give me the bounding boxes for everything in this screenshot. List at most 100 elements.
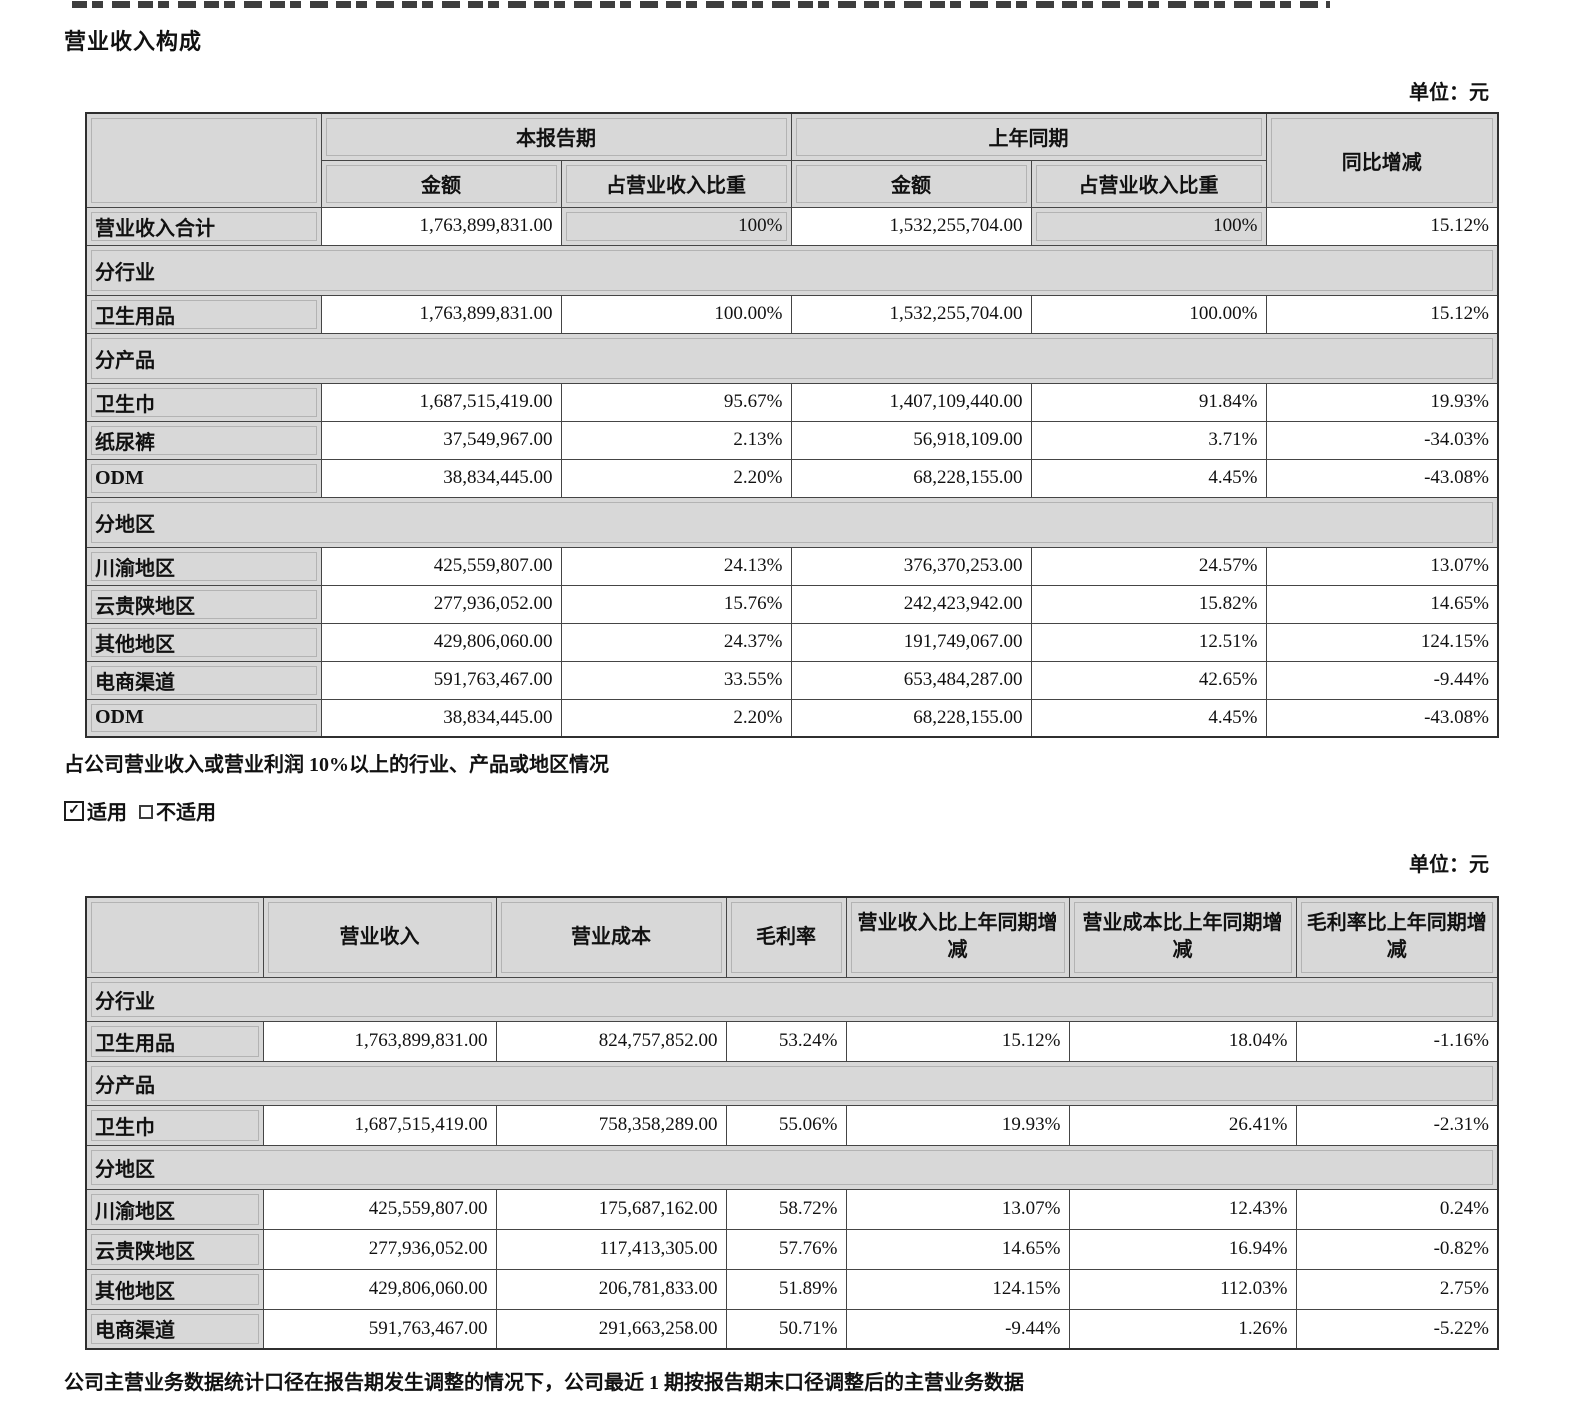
- cell-value: 13.07%: [845, 1188, 1070, 1230]
- cell-value: 33.55%: [560, 660, 792, 700]
- cell-value: 57.76%: [725, 1228, 847, 1270]
- cell-value: 1,763,899,831.00: [320, 206, 562, 246]
- gross-margin-header: 毛利率: [725, 896, 847, 978]
- cell-value: 291,663,258.00: [495, 1308, 727, 1350]
- cell-value: 14.65%: [845, 1228, 1070, 1270]
- cell-value: 100.00%: [1030, 294, 1267, 334]
- section-label: 分地区: [85, 496, 1499, 548]
- amount-header-prior: 金额: [790, 159, 1032, 208]
- cell-value: 38,834,445.00: [320, 698, 562, 738]
- page-title: 营业收入构成: [64, 29, 203, 54]
- cell-value: 19.93%: [845, 1104, 1070, 1146]
- unit-label-1: 单位：元: [1409, 82, 1489, 104]
- row-label: 云贵陕地区: [85, 584, 322, 624]
- row-label: 川渝地区: [85, 1188, 264, 1230]
- cell-value: 100%: [1030, 206, 1267, 246]
- amount-header-current: 金额: [320, 159, 562, 208]
- cell-value: 26.41%: [1068, 1104, 1297, 1146]
- row-label: 其他地区: [85, 622, 322, 662]
- cell-value: 50.71%: [725, 1308, 847, 1350]
- cell-value: 37,549,967.00: [320, 420, 562, 460]
- row-label: 卫生巾: [85, 382, 322, 422]
- row-label: 电商渠道: [85, 1308, 264, 1350]
- cell-value: 12.43%: [1068, 1188, 1297, 1230]
- cell-value: 1,687,515,419.00: [262, 1104, 497, 1146]
- cell-value: 1,763,899,831.00: [262, 1020, 497, 1062]
- section-row: 分行业: [85, 976, 1499, 1022]
- row-label: 卫生用品: [85, 1020, 264, 1062]
- row-label: 其他地区: [85, 1268, 264, 1310]
- table-row: 其他地区 429,806,060.00 24.37% 191,749,067.00 12…: [85, 622, 1499, 662]
- margin-table-header-row: 营业收入 营业成本 毛利率 营业收入比上年同期增减 营业成本比上年同期增减 毛利…: [85, 896, 1499, 978]
- cell-value: 4.45%: [1030, 698, 1267, 738]
- cell-value: 277,936,052.00: [262, 1228, 497, 1270]
- share-header-current: 占营业收入比重: [560, 159, 792, 208]
- revenue-table-header-row-2: 金额 占营业收入比重 金额 占营业收入比重: [86, 159, 1498, 208]
- cell-value: 1,687,515,419.00: [320, 382, 562, 422]
- cell-value: 100.00%: [560, 294, 792, 334]
- cell-value: -34.03%: [1265, 420, 1499, 460]
- row-label: 纸尿裤: [85, 420, 322, 460]
- table-row: 电商渠道 591,763,467.00 33.55% 653,484,287.00 42…: [85, 660, 1499, 700]
- revenue-header: 营业收入: [262, 896, 497, 978]
- cell-value: 15.82%: [1030, 584, 1267, 624]
- table-row: 其他地区 429,806,060.00 206,781,833.00 51.89% 12…: [85, 1268, 1499, 1310]
- cell-value: 824,757,852.00: [495, 1020, 727, 1062]
- cost-yoy-header: 营业成本比上年同期增减: [1068, 896, 1297, 978]
- row-label: 卫生用品: [85, 294, 322, 334]
- cell-value: 3.71%: [1030, 420, 1267, 460]
- table-row: 卫生巾 1,687,515,419.00 758,358,289.00 55.06% 1…: [85, 1104, 1499, 1146]
- cell-value: 175,687,162.00: [495, 1188, 727, 1230]
- cell-value: 425,559,807.00: [262, 1188, 497, 1230]
- cell-value: 15.12%: [845, 1020, 1070, 1062]
- cell-value: 429,806,060.00: [320, 622, 562, 662]
- cell-value: 591,763,467.00: [262, 1308, 497, 1350]
- cell-value: 2.20%: [560, 458, 792, 498]
- cell-value: 2.13%: [560, 420, 792, 460]
- share-header-prior: 占营业收入比重: [1030, 159, 1267, 208]
- unit-label-2: 单位：元: [1409, 854, 1489, 876]
- table-row: 电商渠道 591,763,467.00 291,663,258.00 50.71% -9…: [85, 1308, 1499, 1350]
- cell-value: 1,763,899,831.00: [320, 294, 562, 334]
- section-label: 分行业: [85, 976, 1499, 1022]
- cell-value: 18.04%: [1068, 1020, 1297, 1062]
- cell-value: 4.45%: [1030, 458, 1267, 498]
- row-label: ODM: [85, 458, 322, 498]
- section-row: 分地区: [85, 496, 1499, 548]
- cell-value: 0.24%: [1295, 1188, 1499, 1230]
- cell-value: 1,407,109,440.00: [790, 382, 1032, 422]
- table-row: 云贵陕地区 277,936,052.00 117,413,305.00 57.76% 1…: [85, 1228, 1499, 1270]
- section-label: 分产品: [85, 332, 1499, 384]
- cell-value: 24.37%: [560, 622, 792, 662]
- cell-value: 124.15%: [845, 1268, 1070, 1310]
- footer-note: 公司主营业务数据统计口径在报告期发生调整的情况下，公司最近 1 期按报告期末口径…: [64, 1372, 1024, 1394]
- cell-value: -43.08%: [1265, 458, 1499, 498]
- cell-value: 38,834,445.00: [320, 458, 562, 498]
- unchecked-checkbox-icon: [139, 805, 153, 819]
- cell-value: 425,559,807.00: [320, 546, 562, 586]
- cell-value: 206,781,833.00: [495, 1268, 727, 1310]
- cell-value: 1.26%: [1068, 1308, 1297, 1350]
- revenue-composition-table: 本报告期 上年同期 同比增减 金额 占营业收入比重 金额 占营业收入比重 营业收…: [85, 112, 1499, 738]
- applicability-line: ✓ 适用 不适用: [64, 796, 216, 825]
- table-row: 纸尿裤 37,549,967.00 2.13% 56,918,109.00 3.71% -…: [85, 420, 1499, 460]
- cell-value: 653,484,287.00: [790, 660, 1032, 700]
- cell-value: 429,806,060.00: [262, 1268, 497, 1310]
- current-period-header: 本报告期: [320, 112, 792, 161]
- checked-checkbox-icon: ✓: [64, 800, 84, 821]
- cell-value: 2.75%: [1295, 1268, 1499, 1310]
- row-label: 川渝地区: [85, 546, 322, 586]
- cell-value: 19.93%: [1265, 382, 1499, 422]
- margin-analysis-table: 营业收入 营业成本 毛利率 营业收入比上年同期增减 营业成本比上年同期增减 毛利…: [85, 896, 1499, 1350]
- cell-value: 56,918,109.00: [790, 420, 1032, 460]
- cell-value: 53.24%: [725, 1020, 847, 1062]
- cell-value: -0.82%: [1295, 1228, 1499, 1270]
- cell-value: 58.72%: [725, 1188, 847, 1230]
- threshold-note: 占公司营业收入或营业利润 10%以上的行业、产品或地区情况: [64, 754, 609, 776]
- table-row: 卫生巾 1,687,515,419.00 95.67% 1,407,109,440.0…: [85, 382, 1499, 422]
- table-row: 川渝地区 425,559,807.00 175,687,162.00 58.72% 13…: [85, 1188, 1499, 1230]
- cell-value: 13.07%: [1265, 546, 1499, 586]
- cell-value: 15.76%: [560, 584, 792, 624]
- table-row: 营业收入合计 1,763,899,831.00 100% 1,532,255,704.…: [85, 206, 1499, 246]
- table-row: ODM 38,834,445.00 2.20% 68,228,155.00 4.45% -…: [85, 458, 1499, 498]
